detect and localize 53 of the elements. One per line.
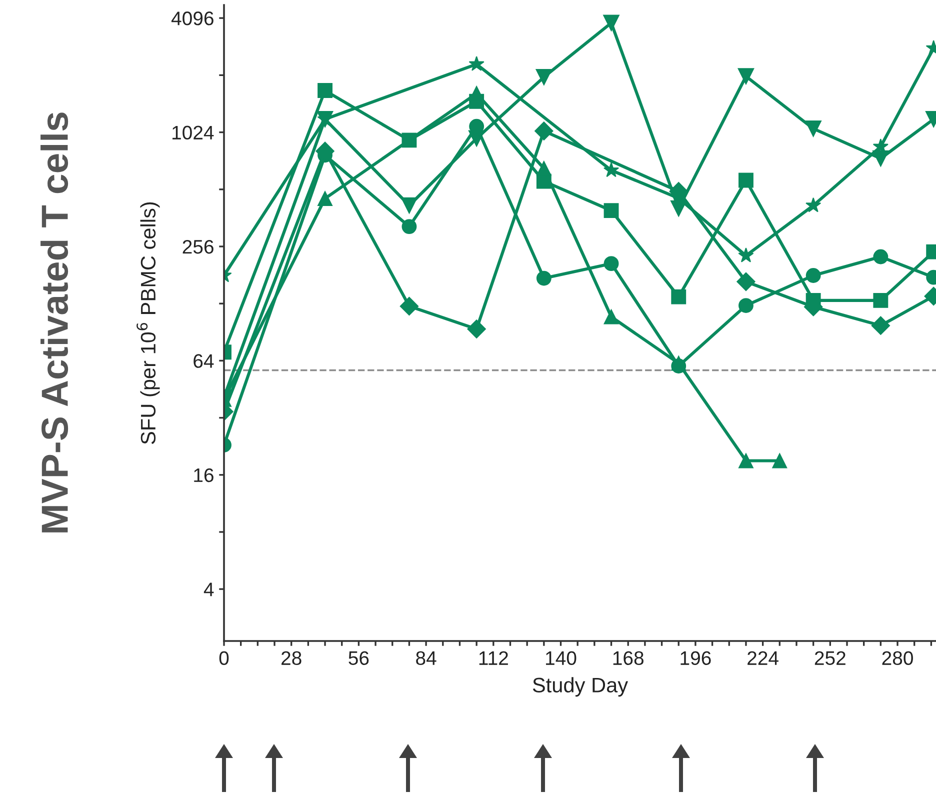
point <box>604 309 619 324</box>
y-tick-label: 256 <box>182 240 214 254</box>
point <box>670 200 687 217</box>
x-tick-label: 56 <box>348 651 369 666</box>
point <box>401 197 418 214</box>
x-tick-label: 280 <box>882 651 913 666</box>
point <box>603 162 620 178</box>
point <box>736 272 756 292</box>
text: MVP-S Activated T cells <box>40 112 68 532</box>
point <box>603 14 620 32</box>
point <box>536 68 552 86</box>
y-tick-label: 1024 <box>172 126 214 140</box>
point <box>604 203 619 218</box>
x-tick-label: 196 <box>680 651 711 666</box>
point <box>873 249 888 264</box>
x-tick-label: 0 <box>219 651 229 666</box>
point <box>604 256 619 272</box>
x-tick-label: 140 <box>546 651 576 666</box>
point <box>805 120 822 137</box>
point <box>738 298 754 313</box>
y-tick-label: 4 <box>204 582 214 596</box>
x-tick-label: 168 <box>613 651 644 666</box>
point <box>467 320 486 338</box>
point <box>871 316 890 335</box>
y-tick-label: 4096 <box>171 12 214 26</box>
point <box>738 247 754 262</box>
x-axis-title: Study Day <box>532 677 628 697</box>
point <box>772 453 788 468</box>
point <box>738 453 754 468</box>
point <box>671 289 686 304</box>
point <box>873 292 888 308</box>
x-tick-label: 84 <box>416 651 436 666</box>
point <box>536 160 552 176</box>
point <box>318 83 332 98</box>
point <box>738 172 754 188</box>
point <box>318 191 332 206</box>
x-tick-label: 252 <box>814 651 846 666</box>
point <box>534 122 554 140</box>
y-tick-label: 16 <box>194 468 214 482</box>
point <box>400 296 419 316</box>
point <box>806 197 822 212</box>
point <box>872 150 889 167</box>
point <box>738 68 754 84</box>
point <box>402 219 417 234</box>
x-tick-label: 28 <box>282 651 302 666</box>
y-axis-title: SFU (per 10$^{6}$ PBMC cells) <box>136 202 160 444</box>
x-tick-label: 224 <box>748 651 778 665</box>
point <box>806 268 821 283</box>
point <box>468 56 484 71</box>
x-tick-label: 112 <box>479 651 508 665</box>
point <box>671 358 686 374</box>
y-tick-label: 64 <box>194 354 214 368</box>
point <box>536 270 552 286</box>
